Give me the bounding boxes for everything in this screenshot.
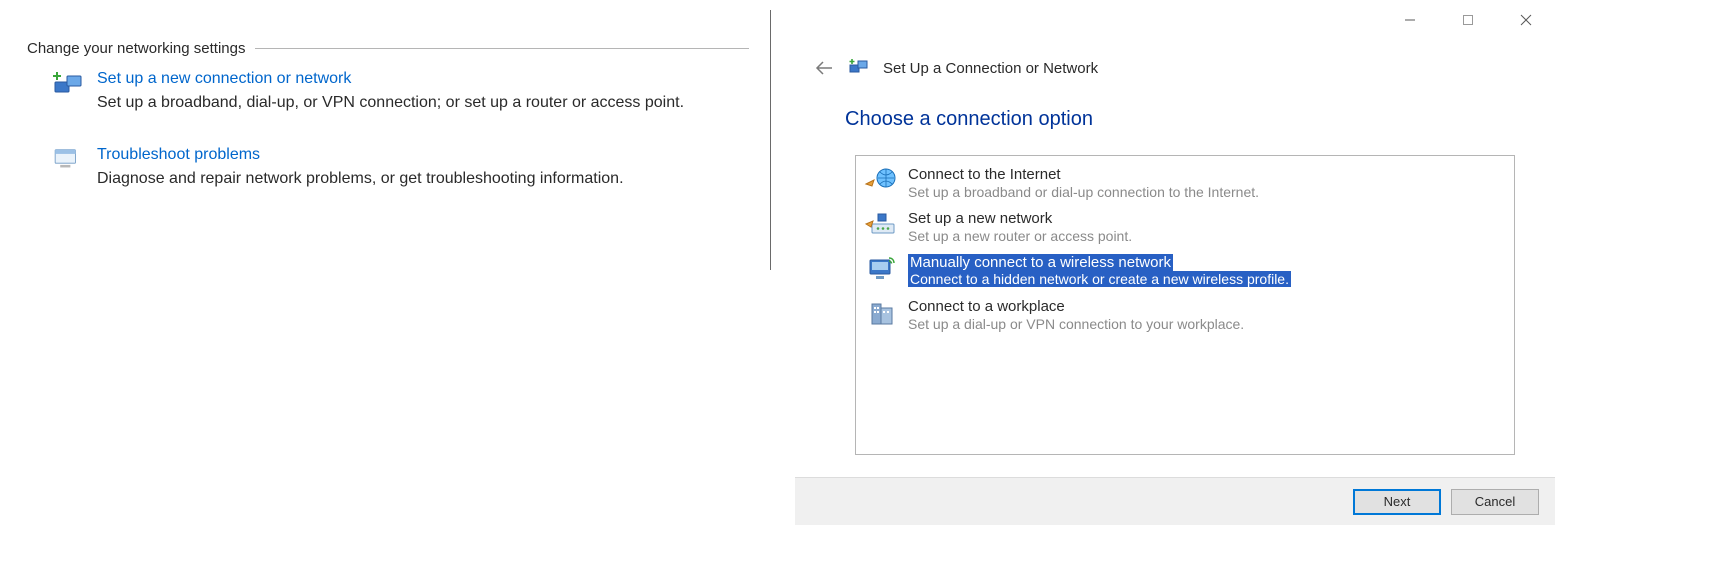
option-desc: Set up a dial-up or VPN connection to yo… (908, 316, 1506, 332)
router-icon (864, 210, 898, 240)
option-title: Connect to the Internet (908, 166, 1506, 183)
wizard-header: Set Up a Connection or Network (813, 57, 1098, 79)
minimize-button[interactable] (1381, 5, 1439, 35)
option-desc: Set up a new router or access point. (908, 228, 1506, 244)
option-list: Connect to the Internet Set up a broadba… (855, 155, 1515, 455)
maximize-button[interactable] (1439, 5, 1497, 35)
option-new-network[interactable]: Set up a new network Set up a new router… (856, 206, 1514, 250)
section-header: Change your networking settings (27, 40, 749, 57)
option-workplace[interactable]: Connect to a workplace Set up a dial-up … (856, 294, 1514, 338)
cancel-button[interactable]: Cancel (1451, 489, 1539, 515)
cp-item-setup-connection[interactable]: Set up a new connection or network Set u… (53, 70, 684, 112)
cp-link[interactable]: Troubleshoot problems (97, 146, 624, 164)
option-connect-internet[interactable]: Connect to the Internet Set up a broadba… (856, 162, 1514, 206)
wizard-icon (849, 59, 869, 77)
next-button[interactable]: Next (1353, 489, 1441, 515)
cp-item-troubleshoot[interactable]: Troubleshoot problems Diagnose and repai… (53, 146, 624, 188)
titlebar (795, 5, 1555, 47)
network-setup-icon (53, 72, 85, 98)
wizard-footer: Next Cancel (795, 477, 1555, 525)
cp-desc: Set up a broadband, dial-up, or VPN conn… (97, 94, 684, 112)
back-icon[interactable] (813, 57, 835, 79)
troubleshoot-icon (53, 148, 85, 174)
option-title: Connect to a workplace (908, 298, 1506, 315)
option-manual-wireless[interactable]: Manually connect to a wireless network C… (856, 250, 1514, 294)
vertical-divider (770, 10, 771, 270)
wizard-title: Set Up a Connection or Network (883, 60, 1098, 77)
option-title: Set up a new network (908, 210, 1506, 227)
globe-icon (864, 166, 898, 196)
wireless-manual-icon (864, 254, 898, 284)
wizard-headline: Choose a connection option (845, 108, 1093, 131)
cp-desc: Diagnose and repair network problems, or… (97, 170, 624, 188)
section-title: Change your networking settings (27, 40, 245, 57)
option-desc: Set up a broadband or dial-up connection… (908, 184, 1506, 200)
cp-link[interactable]: Set up a new connection or network (97, 70, 684, 88)
close-button[interactable] (1497, 5, 1555, 35)
section-rule (255, 48, 749, 49)
setup-connection-wizard: Set Up a Connection or Network Choose a … (795, 5, 1555, 525)
workplace-icon (864, 298, 898, 328)
option-title: Manually connect to a wireless network (908, 254, 1173, 271)
option-desc: Connect to a hidden network or create a … (908, 271, 1291, 287)
